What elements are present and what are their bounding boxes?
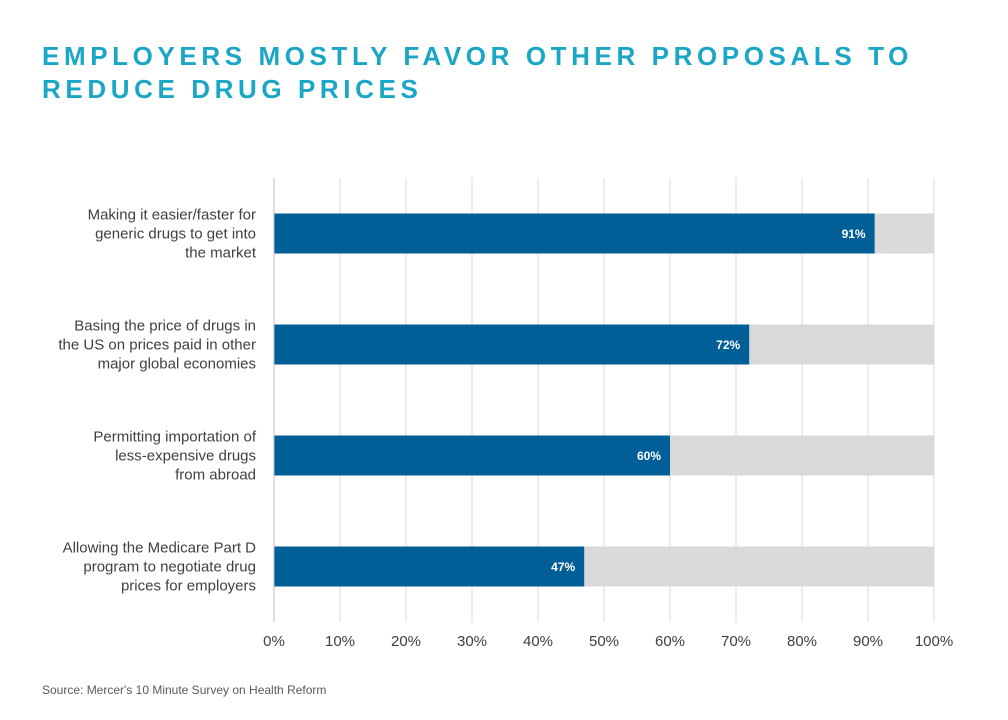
source-note: Source: Mercer's 10 Minute Survey on Hea… — [42, 683, 327, 697]
category-label-line: major global economies — [98, 356, 256, 373]
category-label-line: from abroad — [175, 467, 256, 484]
data-label: 91% — [842, 227, 866, 241]
data-label: 72% — [716, 338, 740, 352]
chart-title: EMPLOYERS MOSTLY FAVOR OTHER PROPOSALS T… — [42, 41, 913, 104]
category-label-line: Basing the price of drugs in — [74, 318, 256, 335]
category-label: Basing the price of drugs in the US on pr… — [58, 318, 256, 373]
x-tick-label: 70% — [721, 633, 751, 650]
data-label: 47% — [551, 560, 575, 574]
category-label-line: less-expensive drugs — [115, 448, 256, 465]
x-tick-label: 20% — [391, 633, 421, 650]
x-tick-label: 0% — [263, 633, 285, 650]
category-label-line: Allowing the Medicare Part D — [63, 540, 257, 557]
category-label: Permitting importation of less-expensive … — [93, 429, 256, 484]
category-label-line: generic drugs to get into — [95, 226, 256, 243]
bar — [274, 213, 875, 254]
x-tick-label: 10% — [325, 633, 355, 650]
category-label: Allowing the Medicare Part D program to n… — [63, 540, 257, 595]
x-tick-label: 60% — [655, 633, 685, 650]
x-tick-label: 90% — [853, 633, 883, 650]
x-tick-label: 40% — [523, 633, 553, 650]
data-label: 60% — [637, 449, 661, 463]
category-label-line: the US on prices paid in other — [58, 337, 256, 354]
category-label-line: program to negotiate drug — [83, 559, 256, 576]
category-label-line: prices for employers — [121, 578, 256, 595]
x-tick-label: 30% — [457, 633, 487, 650]
bar — [274, 324, 750, 365]
category-label-line: Making it easier/faster for — [88, 207, 256, 224]
category-label-line: Permitting importation of — [93, 429, 256, 446]
category-label: Making it easier/faster for generic drugs… — [88, 207, 257, 262]
x-tick-label: 100% — [915, 633, 953, 650]
x-tick-label: 50% — [589, 633, 619, 650]
bar — [274, 435, 670, 476]
x-tick-label: 80% — [787, 633, 817, 650]
category-label-line: the market — [185, 245, 257, 262]
bar — [274, 546, 585, 587]
